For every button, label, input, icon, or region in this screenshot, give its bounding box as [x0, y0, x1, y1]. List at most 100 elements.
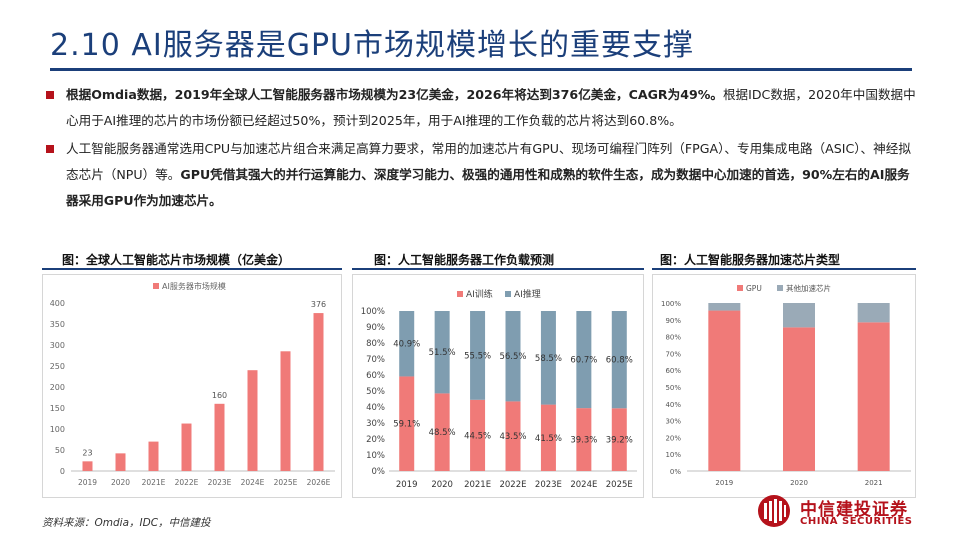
source-note: 资料来源：Omdia，IDC，中信建投 — [42, 517, 211, 529]
y-tick-label: 250 — [50, 362, 65, 371]
data-label-inference: 56.5% — [499, 352, 526, 362]
x-tick-label: 2021E — [464, 480, 491, 490]
data-label-inference: 58.5% — [535, 354, 562, 364]
x-tick-label: 2021E — [142, 478, 166, 487]
y-tick-label: 60% — [665, 367, 681, 375]
y-tick-label: 90% — [366, 323, 385, 333]
data-label-training: 39.2% — [606, 436, 633, 446]
data-label-training: 59.1% — [393, 420, 420, 430]
bullet-2-bold: GPU凭借其强大的并行运算能力、深度学习能力、极强的通用性和成熟的软件生态，成为… — [66, 167, 910, 208]
bullet-1: 根据Omdia数据，2019年全球人工智能服务器市场规模为23亿美金，2026年… — [44, 82, 916, 134]
chart-2-frame: 0% 10% 20% 30% 40% 50% 60% 70% 80% 90% 100% AI训练 AI推… — [352, 274, 644, 498]
bar-other-2021 — [857, 303, 890, 323]
china-securities-logo — [758, 495, 790, 527]
x-tick-label: 2023E — [535, 480, 562, 490]
bar-2020 — [115, 453, 126, 471]
x-tick-label: 2023E — [208, 478, 232, 487]
x-tick-label: 2022E — [175, 478, 199, 487]
y-tick-label: 50% — [366, 387, 385, 397]
bar-gpu-2021 — [857, 322, 890, 471]
x-tick-label: 2025E — [274, 478, 298, 487]
logo-name-cn: 中信建投证券 — [800, 500, 908, 520]
chart-3-title: 图：人工智能服务器加速芯片类型 — [660, 253, 841, 267]
y-tick-label: 100 — [50, 425, 65, 434]
y-tick-label: 70% — [665, 350, 681, 358]
y-tick-label: 60% — [366, 371, 385, 381]
bar-2019 — [82, 461, 93, 471]
y-tick-label: 20% — [665, 434, 681, 442]
x-tick-label: 2019 — [715, 479, 733, 487]
data-label: 376 — [311, 300, 326, 309]
bar-inference-2023E — [540, 311, 556, 405]
bullet-square-icon — [46, 91, 54, 99]
y-tick-label: 350 — [50, 320, 65, 329]
bullet-list: 根据Omdia数据，2019年全球人工智能服务器市场规模为23亿美金，2026年… — [44, 82, 916, 214]
legend-swatch-gpu — [737, 285, 743, 291]
bar-training-2021E — [470, 399, 486, 471]
chart-1-title: 图：全球人工智能芯片市场规模（亿美金） — [62, 253, 291, 267]
bar-gpu-2020 — [783, 327, 815, 471]
page-title: 2.10 AI服务器是GPU市场规模增长的重要支撑 — [50, 28, 694, 63]
data-label-inference: 60.8% — [606, 356, 633, 366]
chart-3-title-rule — [652, 268, 916, 270]
y-tick-label: 400 — [50, 299, 65, 308]
bar-2022E — [181, 423, 192, 471]
data-label-inference: 60.7% — [570, 356, 597, 366]
y-tick-label: 50 — [55, 446, 65, 455]
bar-inference-2022E — [505, 311, 521, 402]
data-label-inference: 40.9% — [393, 340, 420, 350]
x-tick-label: 2026E — [307, 478, 331, 487]
data-label-training: 39.3% — [570, 436, 597, 446]
x-tick-label: 2020 — [431, 480, 453, 490]
bullet-2-text: 人工智能服务器通常选用CPU与加速芯片组合来满足高算力要求，常用的加速芯片有GP… — [66, 141, 911, 182]
bar-training-2019 — [399, 376, 415, 471]
x-tick-label: 2021 — [865, 479, 883, 487]
legend-swatch-training — [457, 291, 463, 297]
data-label-training: 44.5% — [464, 431, 491, 441]
bar-2023E — [214, 403, 225, 471]
bar-training-2020 — [434, 393, 450, 471]
bar-training-2022E — [505, 401, 521, 471]
logo-name-en: CHINA SECURITIES — [800, 516, 913, 527]
bar-training-2024E — [576, 408, 592, 471]
x-tick-label: 2025E — [606, 480, 633, 490]
chart-1-frame: 0 50 100 150 200 250 300 350 400 AI服务器市场规模 2019 202… — [42, 274, 342, 498]
bar-inference-2019 — [399, 311, 415, 377]
bar-gpu-2019 — [708, 310, 741, 471]
y-tick-label: 0% — [372, 467, 386, 477]
x-tick-label: 2020 — [790, 479, 808, 487]
data-label: 23 — [82, 448, 92, 457]
bar-2026E — [313, 313, 324, 471]
y-tick-label: 10% — [665, 451, 681, 459]
y-tick-label: 90% — [665, 317, 681, 325]
legend-swatch-other — [777, 285, 783, 291]
y-tick-label: 80% — [665, 334, 681, 342]
x-tick-label: 2024E — [570, 480, 597, 490]
accelerator-type-chart: 0% 10% 20% 30% 40% 50% 60% 70% 80% 90% 100% GPU 其他加速… — [661, 283, 911, 487]
chart-1-title-rule — [42, 268, 342, 270]
bar-training-2025E — [611, 408, 627, 471]
data-label-training: 41.5% — [535, 434, 562, 444]
bar-other-2020 — [783, 303, 815, 328]
legend-label: AI服务器市场规模 — [162, 281, 226, 291]
bar-inference-2020 — [434, 311, 450, 394]
legend-swatch-inference — [505, 291, 511, 297]
x-tick-label: 2020 — [111, 478, 130, 487]
data-label-inference: 55.5% — [464, 351, 491, 361]
data-label-inference: 51.5% — [429, 348, 456, 358]
bullet-2: 人工智能服务器通常选用CPU与加速芯片组合来满足高算力要求，常用的加速芯片有GP… — [44, 136, 916, 214]
y-tick-label: 0% — [670, 468, 681, 476]
x-tick-label: 2022E — [499, 480, 526, 490]
chart-2-title-rule — [352, 268, 644, 270]
bar-other-2019 — [708, 303, 741, 311]
y-tick-label: 40% — [665, 401, 681, 409]
legend-swatch — [153, 283, 159, 289]
y-tick-label: 100% — [361, 307, 385, 317]
title-underline — [50, 68, 912, 71]
bar-training-2023E — [540, 404, 556, 471]
bar-2021E — [148, 441, 159, 471]
data-label: 160 — [212, 391, 227, 400]
market-size-bar-chart: 0 50 100 150 200 250 300 350 400 AI服务器市场规模 2019 202… — [50, 281, 335, 487]
chart-2-title: 图：人工智能服务器工作负载预测 — [374, 253, 555, 267]
bar-inference-2024E — [576, 311, 592, 409]
